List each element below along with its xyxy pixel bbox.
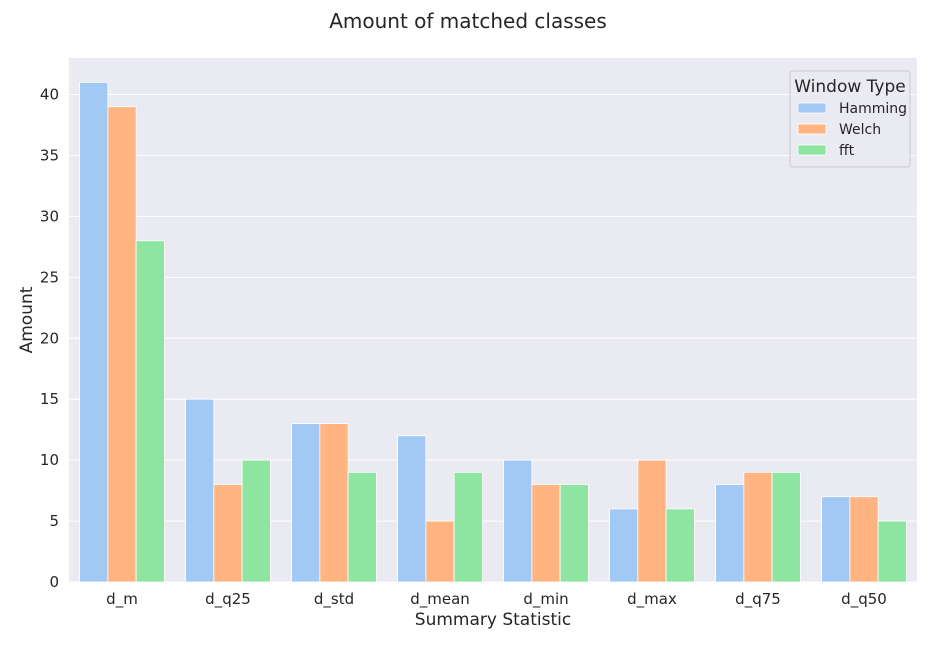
legend-items: Hamming Welch fft: [797, 101, 907, 159]
y-tick-label: 5: [49, 512, 59, 530]
y-tick-label: 40: [40, 86, 59, 104]
bar-fft-d-max: [665, 508, 695, 583]
chart-title: Amount of matched classes: [329, 9, 607, 33]
x-tick-label: d_q25: [205, 590, 251, 609]
x-tick-label: d_std: [314, 590, 354, 609]
legend-label-welch: Welch: [839, 122, 881, 138]
bar-hamming-d-max: [609, 508, 639, 583]
legend-label-hamming: Hamming: [839, 101, 907, 117]
legend-label-fft: fft: [839, 143, 855, 159]
bar-welch-d-min: [531, 484, 561, 583]
legend-swatch-fft: [797, 144, 827, 156]
bar-fft-d-mean: [453, 471, 483, 583]
legend-box: [789, 70, 911, 168]
bar-welch-d-q50: [849, 496, 879, 583]
y-tick-label: 30: [40, 207, 59, 225]
bar-hamming-d-q75: [715, 484, 745, 583]
x-tick-label: d_max: [627, 590, 677, 609]
y-tick-labels: 0 5 10 15 20 25 30 35 40: [40, 86, 59, 591]
x-tick-label: d_q50: [841, 590, 887, 609]
bar-welch-d-max: [637, 459, 667, 583]
y-tick-label: 20: [40, 329, 59, 347]
bar-fft-d-q50: [877, 520, 907, 583]
bar-welch-d-q75: [743, 471, 773, 583]
bar-hamming-d-q50: [821, 496, 851, 583]
x-tick-label: d_mean: [410, 590, 470, 609]
y-tick-label: 0: [49, 573, 59, 591]
bar-welch-d-m: [107, 106, 137, 583]
legend-swatch-welch: [797, 123, 827, 135]
bar-hamming-d-std: [291, 423, 321, 583]
bar-hamming-d-q25: [185, 398, 215, 583]
bar-hamming-d-min: [503, 459, 533, 583]
bar-fft-d-min: [559, 484, 589, 583]
bar-fft-d-std: [347, 471, 377, 583]
bar-welch-d-std: [319, 423, 349, 583]
y-axis-label: Amount: [17, 286, 37, 353]
legend-swatch-hamming: [797, 102, 827, 114]
y-tick-label: 10: [40, 451, 59, 469]
x-tick-label: d_min: [523, 590, 568, 609]
y-tick-label: 25: [40, 268, 59, 286]
x-tick-label: d_m: [106, 590, 138, 609]
legend-title: Window Type: [794, 77, 905, 97]
bar-fft-d-m: [135, 240, 165, 583]
bar-hamming-d-mean: [397, 435, 427, 583]
y-tick-label: 35: [40, 146, 59, 164]
bar-fft-d-q25: [241, 459, 271, 583]
x-axis-label: Summary Statistic: [415, 610, 571, 630]
bar-welch-d-q25: [213, 484, 243, 583]
x-tick-labels: d_m d_q25 d_std d_mean d_min d_max d_q75 d_q50: [106, 590, 887, 609]
bar-hamming-d-m: [79, 81, 109, 583]
bars: [79, 81, 907, 583]
bar-welch-d-mean: [425, 520, 455, 583]
legend: Window Type Hamming Welch fft: [789, 70, 911, 168]
x-tick-label: d_q75: [735, 590, 781, 609]
y-tick-label: 15: [40, 390, 59, 408]
bar-fft-d-q75: [771, 471, 801, 583]
